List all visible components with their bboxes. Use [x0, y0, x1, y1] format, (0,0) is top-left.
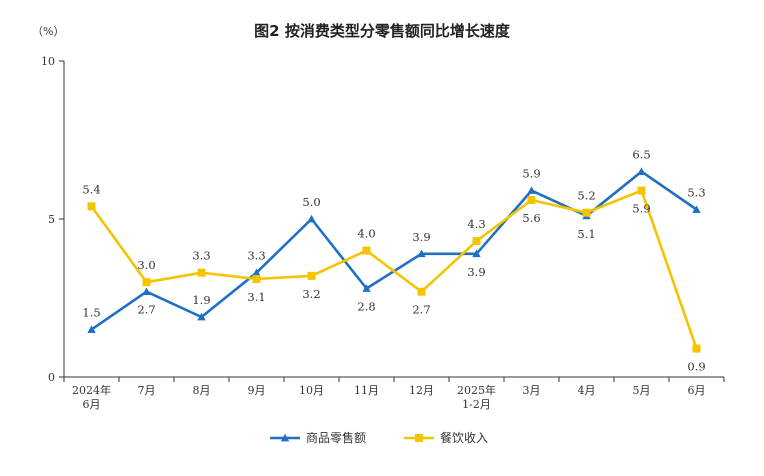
data-label-series-2: 0.9	[687, 360, 705, 374]
data-label-series-2: 5.4	[82, 182, 100, 196]
series-1-point	[307, 214, 316, 223]
data-label-series-1: 1.9	[192, 293, 210, 307]
data-label-series-1: 5.3	[687, 186, 705, 200]
data-label-series-1: 1.5	[82, 306, 100, 320]
legend: 商品零售额 餐饮收入	[270, 430, 488, 445]
x-tick-label: 8月	[193, 384, 211, 397]
series-2-point	[582, 208, 591, 217]
series-line-1	[90, 170, 698, 331]
series-line-2	[90, 189, 698, 350]
x-tick-label: 5月	[633, 384, 651, 397]
series-1-point	[197, 312, 206, 321]
axes: 0 5 10 2024年 6月 7月 8月 9月 10月 11月 12月 2025年 1-2月 3月 4月 5…	[41, 55, 725, 411]
y-axis-unit-label: （%）	[32, 25, 64, 38]
y-tick-label: 0	[48, 371, 55, 384]
data-label-series-1: 5.1	[577, 227, 595, 241]
data-label-series-2: 3.3	[192, 249, 210, 263]
data-label-series-2: 2.7	[412, 303, 430, 317]
series-2-point	[472, 237, 481, 246]
data-label-series-1: 5.9	[522, 167, 540, 181]
series-1-point	[692, 205, 701, 213]
series-2-point	[527, 196, 536, 205]
series-1-point	[637, 167, 646, 175]
x-tick-label: 11月	[354, 384, 379, 397]
x-tick-label: 7月	[138, 384, 156, 397]
data-label-series-1: 2.7	[137, 303, 155, 317]
data-label-series-2: 5.9	[632, 202, 650, 216]
x-tick-label: 12月	[409, 384, 434, 397]
data-label-series-2: 3.2	[302, 287, 320, 301]
data-label-series-2: 3.1	[247, 290, 265, 304]
legend-label-1: 商品零售额	[306, 430, 366, 445]
series-1-point	[362, 284, 371, 292]
series-markers	[87, 167, 701, 353]
y-tick-label: 5	[48, 213, 55, 226]
x-tick-label: 2025年 1-2月	[457, 383, 496, 411]
x-tick-label: 6月	[688, 384, 706, 397]
data-label-series-1: 2.8	[357, 300, 375, 314]
series-2-point	[87, 202, 96, 211]
series-2-point	[307, 271, 316, 280]
data-label-series-2: 4.0	[357, 227, 375, 241]
data-label-series-1: 3.9	[412, 230, 430, 244]
data-labels: 1.5 2.7 1.9 3.3 5.0 2.8 3.9 3.9 5.9 5.1 6.5 5.3 5.4 3…	[82, 148, 705, 374]
series-1-point	[417, 249, 426, 258]
series-2-point	[637, 186, 646, 195]
series-lines	[90, 170, 698, 350]
data-label-series-2: 3.0	[137, 258, 155, 272]
data-label-series-1: 3.9	[467, 265, 485, 279]
series-1-point	[527, 186, 536, 194]
chart-title: 图2 按消费类型分零售额同比增长速度	[254, 22, 511, 40]
y-tick-label: 10	[41, 55, 55, 68]
series-1-point	[87, 325, 96, 333]
data-label-series-1: 5.0	[302, 195, 320, 209]
x-tick-label: 4月	[578, 384, 596, 397]
data-label-series-1: 6.5	[632, 148, 650, 162]
legend-marker-square	[415, 434, 423, 442]
data-label-series-1: 3.3	[247, 249, 265, 263]
series-2-point	[692, 344, 701, 353]
legend-marker-triangle	[280, 433, 290, 442]
series-1-point	[142, 287, 151, 296]
data-label-series-2: 5.6	[522, 211, 540, 225]
x-tick-label: 9月	[248, 384, 266, 397]
x-tick-label: 10月	[299, 384, 324, 397]
series-2-point	[142, 278, 151, 287]
data-label-series-2: 4.3	[467, 217, 485, 231]
series-2-point	[197, 268, 206, 277]
series-1-point	[472, 249, 481, 258]
series-2-point	[252, 275, 261, 284]
x-tick-label: 2024年 6月	[72, 383, 111, 411]
series-1-point	[252, 268, 261, 277]
series-2-point	[362, 246, 371, 255]
x-tick-label: 3月	[523, 384, 541, 397]
legend-label-2: 餐饮收入	[440, 430, 488, 445]
data-label-series-2: 5.2	[577, 189, 595, 203]
series-2-point	[417, 287, 426, 296]
